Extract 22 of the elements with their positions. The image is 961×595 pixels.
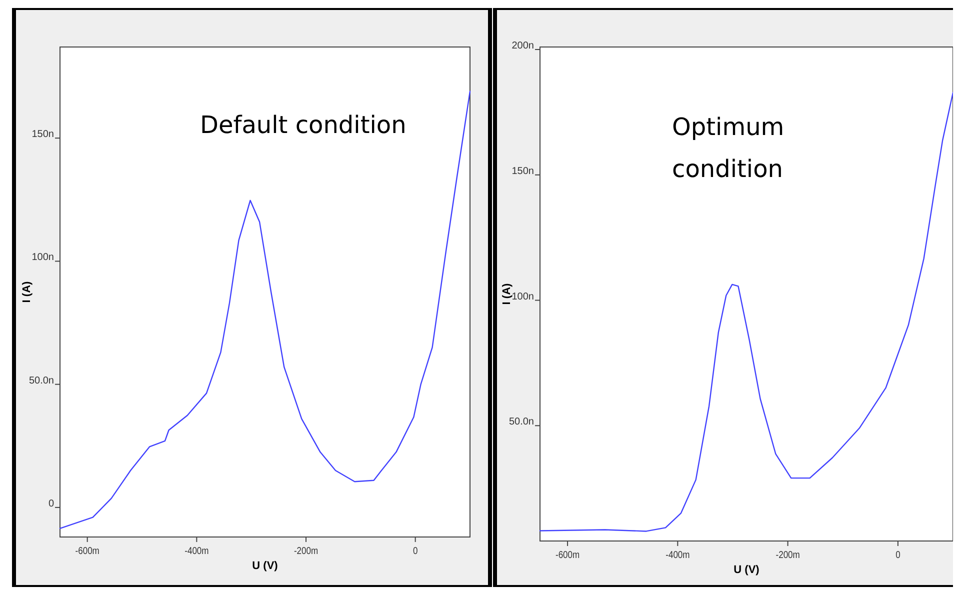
y-axis-title: I (A) — [21, 280, 33, 303]
y-tick-label: 200n — [512, 40, 534, 52]
y-tick-label: 50.0n — [508, 416, 534, 428]
y-tick-label: 150n — [32, 129, 54, 140]
y-axis-title: I (A) — [501, 282, 513, 305]
y-tick-label: 0 — [48, 498, 54, 510]
x-tick-label: -600m — [556, 549, 580, 560]
annotation: Optimum condition — [672, 113, 784, 183]
x-tick-label: -200m — [776, 549, 800, 560]
x-tick-label: -600m — [75, 545, 100, 556]
x-tick-label: 0 — [896, 549, 900, 560]
x-axis-title: U (V) — [252, 560, 278, 572]
y-tick-label: 100n — [32, 252, 54, 264]
annotation: Default condition — [200, 111, 406, 139]
x-tick-label: 0 — [412, 545, 418, 556]
y-tick-label: 150n — [512, 166, 534, 177]
x-tick-label: -400m — [666, 549, 690, 560]
x-tick-label: -400m — [184, 545, 209, 556]
y-tick-label: 100n — [512, 291, 534, 302]
x-tick-label: -200m — [294, 545, 318, 556]
y-tick-label: 50.0n — [28, 375, 54, 386]
x-axis-title: U (V) — [734, 564, 760, 576]
